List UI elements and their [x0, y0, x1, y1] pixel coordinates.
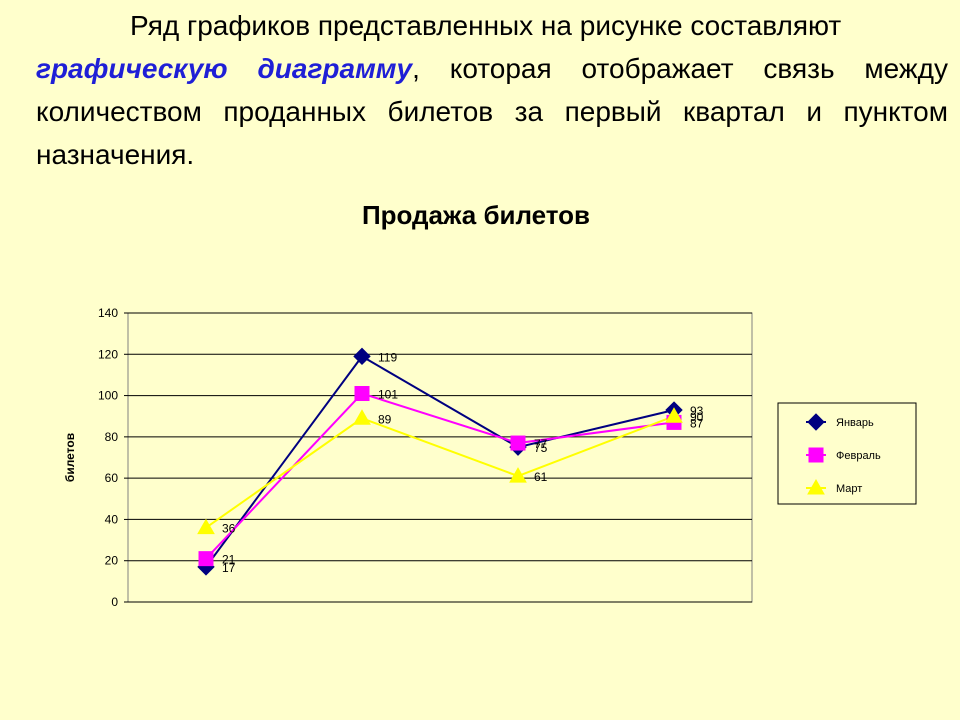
- data-point: [665, 407, 683, 423]
- series-line: [205, 392, 675, 560]
- y-tick-label: 60: [105, 471, 119, 485]
- legend: [777, 402, 917, 505]
- data-label: 90: [690, 410, 704, 424]
- legend-marker: [808, 447, 824, 463]
- legend-marker: [807, 478, 825, 495]
- data-point: [354, 386, 370, 402]
- intro-emphasis: графическую диаграмму: [36, 53, 413, 84]
- chart-title: Продажа билетов: [361, 200, 591, 230]
- y-tick-label: 140: [98, 306, 118, 320]
- y-tick-label: 20: [105, 554, 119, 568]
- data-label: 87: [690, 416, 704, 430]
- data-point: [198, 551, 214, 567]
- y-tick-label: 80: [105, 430, 119, 444]
- y-tick-label: 40: [105, 512, 119, 526]
- intro-part2: , которая отображает связь между количес…: [36, 53, 948, 170]
- y-axis-title: билетов: [63, 433, 77, 482]
- y-tick-label: 100: [98, 389, 118, 403]
- data-point: [197, 518, 215, 535]
- data-label: 17: [222, 561, 236, 575]
- data-point: [510, 435, 526, 451]
- legend-label: Март: [836, 483, 862, 495]
- data-point: [353, 409, 371, 425]
- intro-text: Ряд графиков представленных на рисунке с…: [36, 4, 948, 176]
- data-point: [353, 347, 371, 366]
- data-point: [509, 467, 527, 483]
- data-label: 89: [378, 412, 392, 426]
- data-label: 21: [222, 553, 236, 567]
- data-label: 75: [534, 441, 548, 455]
- series-line: [205, 415, 675, 529]
- data-label: 61: [534, 470, 548, 484]
- data-label: 36: [222, 522, 236, 536]
- data-label: 101: [378, 388, 398, 402]
- data-label: 93: [690, 404, 704, 418]
- legend-label: Февраль: [836, 450, 881, 462]
- data-label: 119: [378, 350, 397, 364]
- legend-marker: [807, 413, 825, 431]
- legend-label: Январь: [836, 417, 874, 429]
- series-line: [205, 355, 675, 568]
- data-label: 77: [534, 437, 548, 451]
- y-tick-label: 120: [98, 347, 118, 361]
- y-tick-label: 0: [111, 595, 118, 609]
- intro-part1: Ряд графиков представленных на рисунке с…: [130, 10, 842, 41]
